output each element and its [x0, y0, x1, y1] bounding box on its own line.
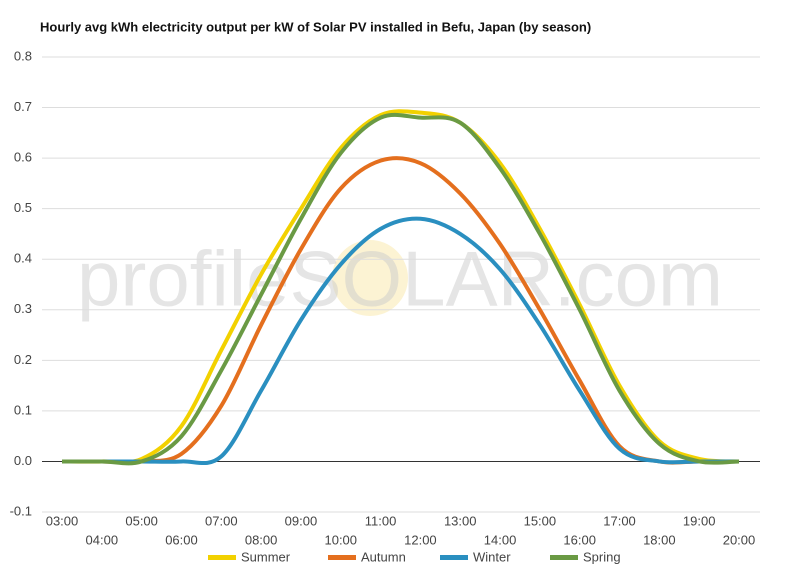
- grid: [42, 56, 760, 513]
- y-tick-label: 0.2: [14, 352, 32, 367]
- y-tick-label: 0.6: [14, 150, 32, 165]
- y-tick-label: -0.1: [10, 503, 32, 518]
- x-tick-label: 13:00: [444, 513, 477, 528]
- x-tick-label: 20:00: [723, 532, 756, 547]
- x-tick-label: 14:00: [484, 532, 517, 547]
- x-tick-label: 18:00: [643, 532, 676, 547]
- series-line: [61, 109, 740, 465]
- x-tick-label: 17:00: [603, 513, 636, 528]
- x-tick-label: 11:00: [365, 513, 397, 528]
- x-tick-label: 10:00: [324, 532, 357, 547]
- legend-swatch: [328, 555, 356, 560]
- x-tick-label: 07:00: [205, 513, 238, 528]
- x-tick-label: 15:00: [524, 513, 557, 528]
- y-tick-label: 0.3: [14, 301, 32, 316]
- legend-label: Winter: [473, 549, 511, 564]
- y-tick-label: 0.0: [14, 453, 32, 468]
- x-tick-label: 05:00: [125, 513, 158, 528]
- y-tick-label: 0.8: [14, 48, 32, 63]
- legend-swatch: [208, 555, 236, 560]
- x-tick-label: 04:00: [86, 532, 119, 547]
- y-tick-label: 0.7: [14, 99, 32, 114]
- legend-label: Autumn: [361, 549, 406, 564]
- x-tick-label: 12:00: [404, 532, 437, 547]
- legend-swatch: [440, 555, 468, 560]
- x-tick-label: 08:00: [245, 532, 278, 547]
- y-tick-label: 0.5: [14, 200, 32, 215]
- series-line: [62, 112, 740, 466]
- x-tick-label: 09:00: [285, 513, 318, 528]
- series-line: [62, 216, 739, 466]
- x-tick-label: 03:00: [46, 513, 79, 528]
- y-tick-label: 0.1: [14, 402, 32, 417]
- x-tick-label: 19:00: [683, 513, 716, 528]
- x-tick-label: 16:00: [563, 532, 596, 547]
- legend-swatch: [550, 555, 578, 560]
- legend-label: Summer: [241, 549, 291, 564]
- x-tick-label: 06:00: [165, 532, 198, 547]
- legend-label: Spring: [583, 549, 621, 564]
- chart-title: Hourly avg kWh electricity output per kW…: [40, 19, 591, 34]
- y-tick-label: 0.4: [14, 251, 32, 266]
- watermark: profileSOLAR.com: [77, 235, 723, 323]
